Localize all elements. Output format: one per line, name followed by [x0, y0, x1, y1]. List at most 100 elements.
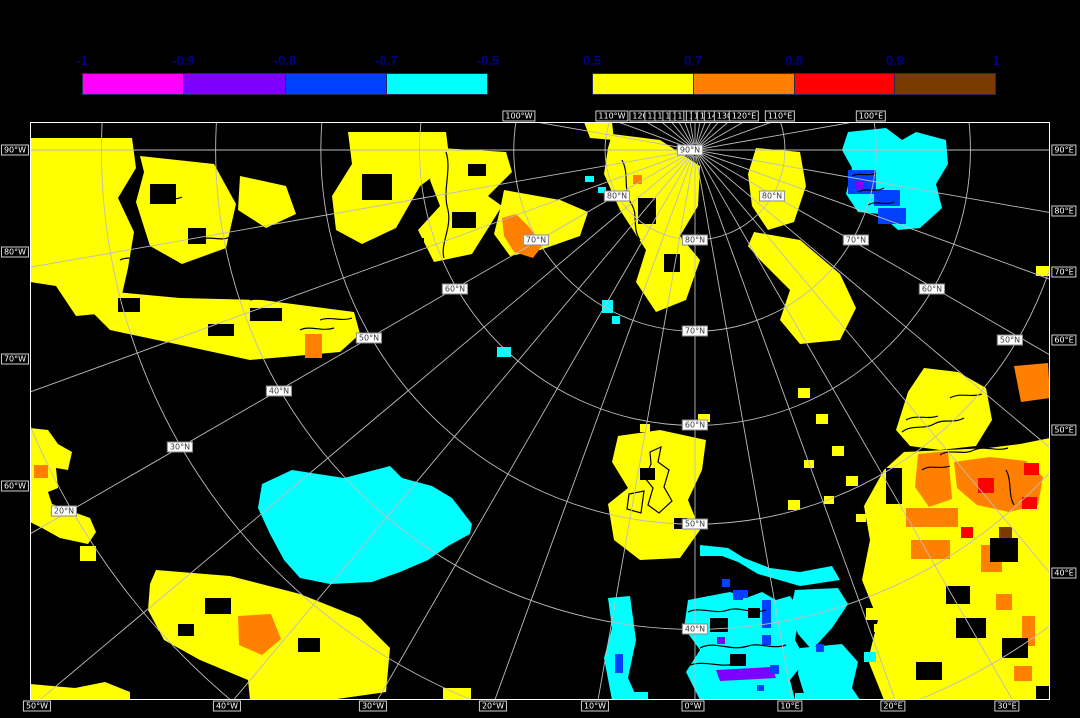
yellow-cell [80, 546, 96, 561]
lat-label: 70°N [681, 325, 709, 337]
lon-label-bottom: 10°E [777, 700, 803, 712]
colorbar-tick: -0.9 [172, 53, 195, 68]
coastlines [119, 151, 1015, 666]
violet-segment [184, 74, 286, 94]
lat-label: 50°N [355, 332, 383, 344]
meridian-line [699, 153, 1050, 449]
meridian-line [695, 155, 793, 700]
lat-label: 40°N [681, 623, 709, 635]
meridian-line [698, 154, 1050, 574]
atlantic-orange-blob [238, 614, 281, 655]
orange-cell [996, 594, 1012, 610]
lon-label-left: 70°W [0, 353, 30, 365]
red-segment [794, 74, 896, 94]
yellow-segment [593, 74, 694, 94]
lon-label-bottom: 50°W [22, 700, 52, 712]
blue-cell [615, 654, 623, 673]
colorbar-tick: 1 [992, 53, 1000, 68]
mask-hole [150, 184, 176, 204]
colorbar-tick: -0.7 [375, 53, 398, 68]
red-cell [1022, 497, 1037, 509]
lon-label-bottom: 30°E [994, 700, 1020, 712]
orange-segment [693, 74, 795, 94]
yellow-cell [798, 388, 810, 398]
blue-cell [762, 635, 771, 645]
map-border [30, 122, 1050, 700]
med-southeast [798, 644, 860, 700]
cyan-cell [612, 316, 620, 324]
mask-hole [946, 586, 970, 604]
lon-label-top: 100°E [855, 110, 887, 122]
meridian-line [30, 150, 690, 268]
violet-cell [856, 181, 864, 189]
coastline [867, 201, 895, 206]
mask-hole [886, 468, 902, 504]
lon-label-bottom: 10°W [580, 700, 610, 712]
coastline [687, 608, 767, 613]
coastline [644, 445, 673, 514]
positive-scale-colorbar [592, 73, 996, 95]
coastline [621, 159, 641, 241]
lon-label-left: 80°W [0, 246, 30, 258]
mask-hole [748, 608, 760, 618]
orange-cell [34, 465, 48, 478]
orange-cell [911, 540, 950, 559]
europe-arm [896, 368, 992, 450]
mask-hole [178, 624, 194, 636]
europe-orange-v [915, 451, 952, 507]
mask-hole [250, 308, 282, 321]
mask-hole [188, 228, 206, 244]
mask-hole [118, 298, 140, 312]
yellow-cell [874, 624, 884, 632]
lon-label-top: 110°W [595, 110, 629, 122]
coastline [905, 415, 939, 421]
meridian-line [700, 151, 1050, 280]
lon-label-right: 40°E [1051, 567, 1077, 579]
coastline [319, 317, 353, 321]
lat-label: 80°N [681, 234, 709, 246]
lon-label-bottom: 20°E [880, 700, 906, 712]
coastline [901, 417, 965, 433]
lon-label-top: 110°E [764, 110, 796, 122]
meridian-line [38, 153, 691, 700]
lat-label: 40°N [265, 385, 293, 397]
cyan-segment [386, 74, 487, 94]
mask-hole [298, 638, 320, 652]
med-violet-streak [716, 667, 776, 681]
blue-cell [878, 208, 906, 224]
lat-label: 50°N [681, 518, 709, 530]
meridian-line [494, 155, 694, 700]
cyan-cell [864, 652, 876, 662]
orange-cell [1014, 666, 1032, 681]
meridian-line [700, 150, 1050, 214]
lon-label-top: 120°E [728, 110, 760, 122]
lon-label-top: 100°W [502, 110, 536, 122]
cyan-cell [497, 347, 511, 357]
blue-segment [285, 74, 387, 94]
na-blob [238, 176, 296, 228]
meridian-line [696, 155, 896, 700]
blue-cell [757, 685, 764, 691]
colorbar-tick: 0.7 [683, 53, 703, 68]
greenland-orange-streak [502, 214, 542, 258]
colorbar-tick: 0.5 [582, 53, 602, 68]
meridian-line [597, 155, 695, 700]
lon-label-bottom: 0°W [681, 700, 705, 712]
lat-label: 50°N [996, 334, 1024, 346]
yellow-cell [788, 500, 800, 510]
meridian-line [232, 154, 692, 700]
red-cell [978, 478, 994, 493]
colorbar-tick: -0.5 [476, 53, 500, 68]
coastline [857, 187, 885, 193]
lat-label: 80°N [603, 190, 631, 202]
meridian-line [699, 152, 1050, 356]
red-cell [1024, 463, 1039, 475]
coastline [149, 196, 183, 201]
blue-cell [733, 590, 743, 600]
mask-hole [730, 654, 746, 666]
mask-hole [468, 164, 486, 176]
lat-label: 60°N [918, 283, 946, 295]
europe-corner-orange [1014, 363, 1050, 402]
greenland-main [418, 148, 512, 262]
